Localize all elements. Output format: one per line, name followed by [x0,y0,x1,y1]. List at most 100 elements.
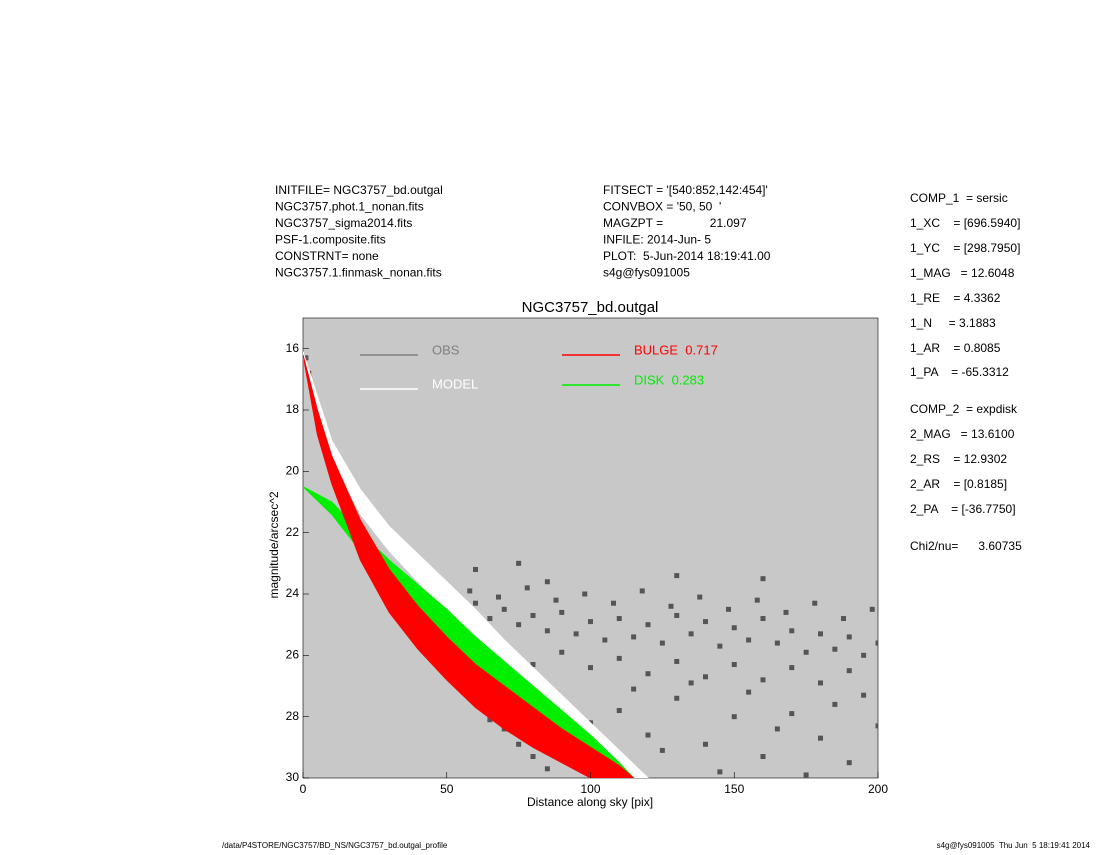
obs-point [616,616,622,622]
obs-point [726,606,731,612]
obs-point [501,606,507,612]
obs-point [703,619,708,625]
legend-label: DISK 0.283 [634,372,704,387]
chart-title: NGC3757_bd.outgal [522,299,659,316]
x-tick-label: 50 [440,782,454,796]
obs-point [717,769,723,775]
obs-point [789,628,795,634]
header-line: NGC3757_sigma2014.fits [275,216,412,230]
obs-point [674,658,680,664]
header-line: INITFILE= NGC3757_bd.outgal [275,183,443,197]
obs-point [803,649,809,655]
obs-point [846,760,852,766]
obs-point [875,640,878,646]
obs-point [674,612,680,618]
fit-parameter: 2_MAG = 13.6100 [910,427,1015,441]
fit-parameter: 1_AR = 0.8085 [910,341,1001,355]
obs-point [717,643,723,649]
obs-point [746,689,752,695]
obs-point [818,680,823,686]
obs-point [703,741,708,747]
obs-point [467,588,473,594]
header-line: CONVBOX = '50, 50 ' [603,200,721,214]
fit-parameter: 2_AR = [0.8185] [910,477,1007,491]
plot-marks [303,351,878,778]
fit-parameter: 2_PA = [-36.7750] [910,502,1016,516]
obs-point [846,668,852,674]
obs-point [760,616,766,622]
obs-point [818,735,823,741]
header-line: PLOT: 5-Jun-2014 18:19:41.00 [603,249,771,263]
obs-point [688,631,694,637]
obs-point [754,597,760,603]
obs-point [875,723,878,729]
header-line: s4g@fys091005 [603,266,690,280]
y-tick-label: 20 [286,464,300,478]
y-tick-label: 22 [286,525,300,539]
obs-point [639,588,645,594]
header-line: PSF-1.composite.fits [275,233,386,247]
obs-point [516,622,522,628]
obs-point [731,662,737,668]
obs-point [487,616,493,622]
obs-point [846,634,852,640]
obs-point [818,631,823,637]
obs-point [832,646,838,652]
fit-parameter: 1_RE = 4.3362 [910,291,1001,305]
obs-point [697,594,703,600]
obs-point [783,609,789,615]
footer-path: /data/P4STORE/NGC3757/BD_NS/NGC3757_bd.o… [222,841,448,850]
obs-point [616,655,622,661]
obs-point [703,674,708,680]
header-line: FITSECT = '[540:852,142:454]' [603,183,768,197]
fit-parameter: 1_N = 3.1883 [910,316,996,330]
y-axis-label: magnitude/arcsec^2 [267,491,281,598]
obs-point [674,573,680,579]
obs-point [760,576,766,582]
y-tick-label: 16 [286,341,300,355]
fit-parameter: COMP_1 = sersic [910,191,1008,205]
obs-point [659,640,665,646]
x-axis-label: Distance along sky [pix] [527,795,653,809]
fit-parameter: COMP_2 = expdisk [910,402,1018,416]
obs-point [516,560,522,566]
x-tick-label: 100 [580,782,600,796]
obs-point [645,671,651,677]
header-line: INFILE: 2014-Jun- 5 [603,233,711,247]
obs-point [616,708,622,714]
obs-point [674,695,680,701]
obs-point [524,585,530,591]
y-tick-label: 28 [286,709,300,723]
legend-label: MODEL [432,376,478,391]
obs-point [631,686,637,692]
obs-point [473,566,478,572]
obs-point [544,766,550,772]
obs-point [473,600,478,606]
obs-point [631,634,637,640]
obs-point [746,637,752,643]
obs-point [544,579,550,585]
obs-point [645,622,651,628]
header-line: MAGZPT = 21.097 [603,216,747,230]
footer-stamp: s4g@fys091005 Thu Jun 5 18:19:41 2014 [937,841,1091,850]
obs-point [588,665,593,671]
y-tick-label: 30 [286,770,300,784]
obs-point [803,772,809,778]
obs-point [861,652,867,658]
obs-point [516,741,522,747]
fit-parameter: 1_PA = -65.3312 [910,365,1009,379]
obs-point [760,677,766,683]
obs-point [530,612,536,618]
header-line: NGC3757.phot.1_nonan.fits [275,200,424,214]
obs-point [573,631,579,637]
obs-point [812,600,818,606]
obs-point [861,692,867,698]
obs-point [869,606,875,612]
obs-point [611,600,616,606]
fit-parameter: 2_RS = 12.9302 [910,452,1007,466]
obs-point [553,597,559,603]
fit-parameter: 1_MAG = 12.6048 [910,266,1015,280]
obs-point [789,711,795,717]
fit-parameter: 1_YC = [298.7950] [910,241,1020,255]
